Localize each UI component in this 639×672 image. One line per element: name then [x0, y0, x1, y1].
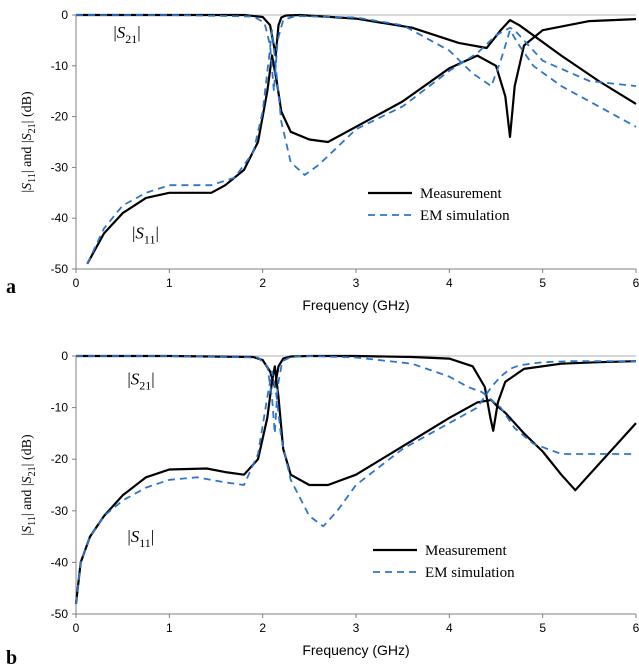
legend-label: EM simulation [425, 565, 515, 581]
x-tick-label: 5 [539, 621, 546, 635]
x-axis-label: Frequency (GHz) [302, 297, 409, 313]
y-tick-label: -10 [51, 59, 69, 73]
chart-panel-a: 0 -10 -20 -30 -40 -50 0 1 2 3 4 5 6 Frequency (GHz) |S… [6, 8, 639, 313]
series-line-measurement-s11 [74, 365, 637, 604]
y-axis-label: |S11​| and |S21​| (dB) [20, 434, 38, 536]
y-tick-label: -20 [51, 110, 69, 124]
y-axis-label-group: |S11​| and |S21​| (dB) [20, 434, 38, 536]
x-tick-label: 1 [166, 621, 173, 635]
x-tick-label: 4 [446, 621, 453, 635]
x-tick-label: 2 [259, 276, 266, 290]
series-line-em-simulation-s11 [86, 26, 637, 265]
y-tick-label: -10 [51, 401, 69, 415]
x-tick-label: 0 [73, 276, 80, 290]
x-tick-label: 5 [539, 276, 546, 290]
panel-letter: a [6, 276, 16, 298]
panel-letter: b [6, 647, 17, 669]
annotation-label: |S21​| [113, 23, 140, 46]
y-tick-label: -40 [51, 555, 69, 569]
series-line-measurement-s21 [76, 13, 637, 105]
y-tick-label: -50 [51, 262, 69, 276]
x-tick-label: 0 [73, 621, 80, 635]
y-tick-label: -50 [51, 607, 69, 621]
y-tick-label: 0 [61, 8, 68, 22]
x-tick-label: 2 [259, 621, 266, 635]
y-axis-label-group: |S11​| and |S21​| (dB) [20, 91, 38, 193]
annotation-label: |S11​| [132, 224, 159, 247]
y-tick-label: -30 [51, 504, 69, 518]
annotation-label: |S11​| [127, 527, 154, 550]
x-tick-label: 6 [633, 621, 639, 635]
y-tick-label: 0 [61, 349, 68, 363]
chart-panel-b: 0 -10 -20 -30 -40 -50 0 1 2 3 4 5 6 Frequency (GHz) |S… [6, 349, 639, 669]
annotation-label: |S21​| [127, 369, 154, 392]
y-tick-label: -20 [51, 452, 69, 466]
x-tick-label: 3 [353, 621, 360, 635]
legend-label: Measurement [425, 543, 507, 559]
x-tick-label: 3 [353, 276, 360, 290]
x-axis-label: Frequency (GHz) [302, 642, 409, 658]
legend-label: Measurement [420, 186, 502, 202]
x-tick-label: 6 [633, 276, 639, 290]
series-line-measurement-s11 [86, 18, 637, 265]
y-axis-label: |S11​| and |S21​| (dB) [20, 91, 38, 193]
y-tick-label: -30 [51, 160, 69, 174]
series-line-em-simulation-s11 [75, 360, 636, 604]
series-line-measurement-s21 [76, 354, 637, 432]
y-tick-label: -40 [51, 211, 69, 225]
x-tick-label: 1 [166, 276, 173, 290]
series-line-em-simulation-s21 [76, 14, 637, 128]
series-line-em-simulation-s21 [76, 355, 636, 455]
x-tick-label: 4 [446, 276, 453, 290]
legend-label: EM simulation [420, 208, 510, 224]
